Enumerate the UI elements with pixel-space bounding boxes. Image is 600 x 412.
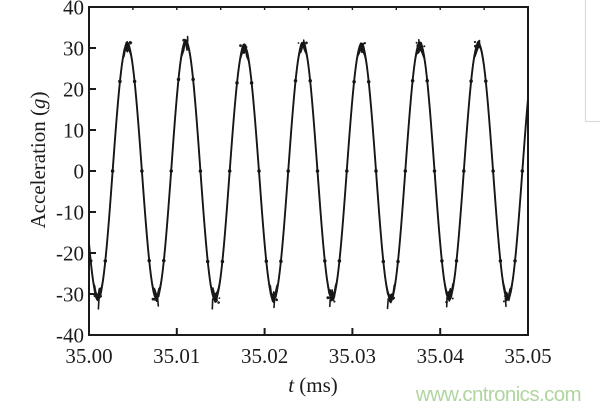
svg-text:-10: -10 [56, 201, 84, 225]
svg-text:40: 40 [63, 0, 84, 20]
svg-text:t (ms): t (ms) [288, 373, 338, 397]
svg-text:20: 20 [63, 78, 84, 102]
svg-text:35.05: 35.05 [504, 344, 551, 368]
svg-text:-20: -20 [56, 242, 84, 266]
svg-text:Acceleration (g): Acceleration (g) [26, 91, 50, 228]
svg-text:30: 30 [63, 37, 84, 61]
svg-text:35.01: 35.01 [153, 344, 200, 368]
svg-text:0: 0 [74, 160, 85, 184]
svg-text:35.02: 35.02 [241, 344, 288, 368]
svg-text:35.03: 35.03 [329, 344, 376, 368]
svg-text:35.04: 35.04 [417, 344, 465, 368]
svg-text:-40: -40 [56, 324, 84, 348]
svg-text:10: 10 [63, 119, 84, 143]
svg-text:www.cntronics.com: www.cntronics.com [415, 383, 581, 406]
svg-text:35.00: 35.00 [65, 344, 112, 368]
svg-text:-30: -30 [56, 283, 84, 307]
